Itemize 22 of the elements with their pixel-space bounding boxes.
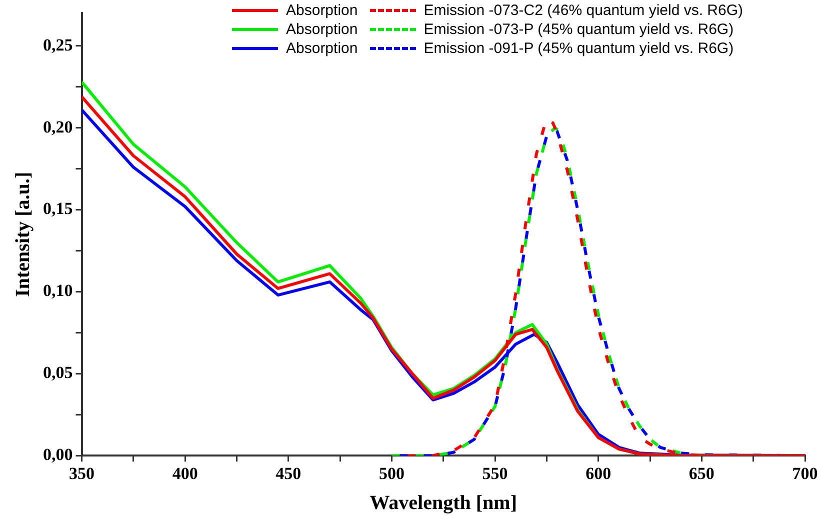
x-tick-label: 400 (172, 464, 198, 484)
x-tick-label: 600 (586, 464, 612, 484)
legend-label: Emission -091-P (45% quantum yield vs. R6G) (424, 40, 734, 57)
legend-label: Emission -073-P (45% quantum yield vs. R6G) (424, 21, 734, 38)
x-axis-title: Wavelength [nm] (370, 492, 517, 514)
legend-label: Absorption (286, 2, 358, 19)
x-tick-label: 350 (69, 464, 94, 484)
x-tick-label: 700 (792, 464, 818, 484)
y-tick-label: 0,10 (43, 281, 73, 300)
x-tick-label: 650 (688, 464, 714, 484)
y-tick-label: 0,20 (43, 117, 73, 136)
x-tick-label: 550 (482, 464, 508, 484)
x-tick-label: 500 (378, 464, 404, 484)
y-tick-label: 0,05 (43, 363, 73, 382)
y-tick-label: 0,00 (43, 444, 73, 464)
x-tick-label: 450 (276, 464, 302, 484)
legend-label: Absorption (286, 21, 358, 38)
y-axis-title: Intensity [a.u.] (12, 172, 34, 297)
legend-label: Emission -073-C2 (46% quantum yield vs. R6G) (424, 2, 744, 19)
legend-label: Absorption (286, 40, 358, 57)
y-tick-label: 0,15 (43, 199, 73, 218)
y-tick-label: 0,25 (43, 35, 73, 54)
